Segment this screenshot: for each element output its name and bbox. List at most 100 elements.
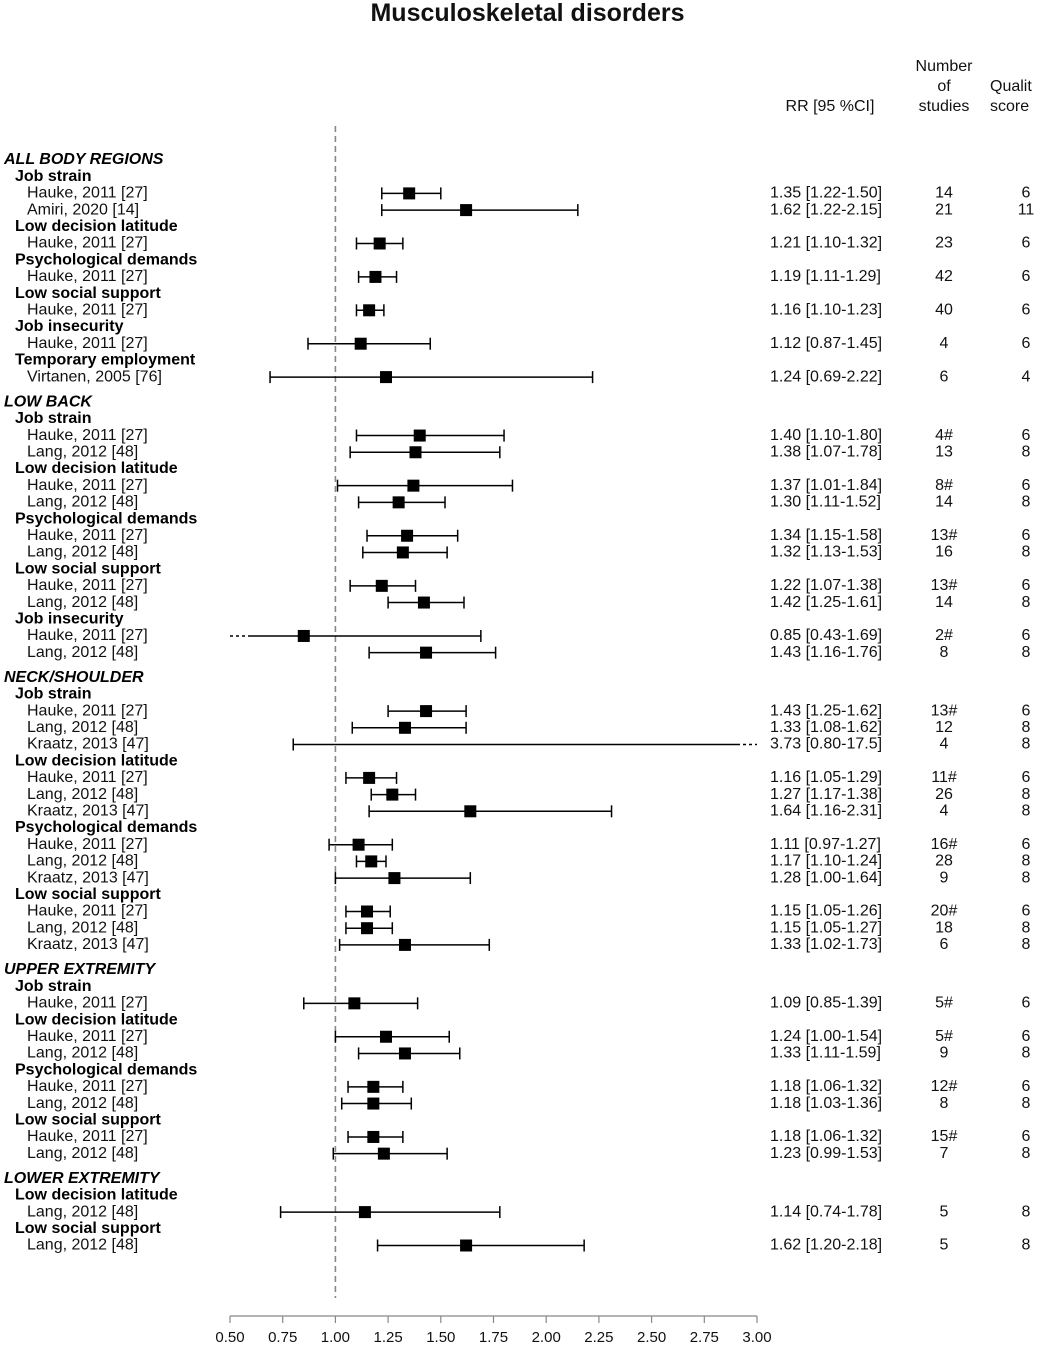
- study-label: Kraatz, 2013 [47]: [27, 803, 149, 820]
- rr-point: [464, 805, 477, 818]
- rr-point: [352, 838, 365, 851]
- group-label: Temporary employment: [15, 352, 196, 369]
- rr-point: [375, 579, 388, 592]
- rr-ci-value: 1.62 [1.22-2.15]: [770, 201, 882, 218]
- group-label: Low social support: [15, 285, 161, 302]
- study-label: Hauke, 2011 [27]: [27, 427, 148, 444]
- study-label: Lang, 2012 [48]: [27, 719, 138, 736]
- rr-point: [367, 1080, 380, 1093]
- rr-ci-value: 1.14 [0.74-1.78]: [770, 1203, 882, 1220]
- study-label: Kraatz, 2013 [47]: [27, 736, 149, 753]
- quality-score: 6: [1022, 1028, 1031, 1045]
- group-label: Low decision latitude: [15, 218, 178, 235]
- rr-point: [409, 446, 422, 459]
- rr-ci-value: 1.33 [1.08-1.62]: [770, 719, 882, 736]
- study-label: Hauke, 2011 [27]: [27, 1128, 148, 1145]
- quality-score: 6: [1022, 836, 1031, 853]
- study-label: Kraatz, 2013 [47]: [27, 869, 149, 886]
- rr-ci-value: 1.18 [1.06-1.32]: [770, 1128, 882, 1145]
- x-tick-label: 1.00: [321, 1329, 350, 1346]
- study-count: 23: [935, 235, 953, 252]
- rr-point: [367, 1130, 380, 1143]
- study-count: 7: [940, 1145, 949, 1162]
- rr-point: [363, 771, 376, 784]
- study-count: 42: [935, 268, 953, 285]
- study-count: 13#: [931, 527, 958, 544]
- rr-ci-value: 1.30 [1.11-1.52]: [770, 494, 881, 511]
- group-label: Low decision latitude: [15, 1011, 178, 1028]
- rr-point: [420, 646, 433, 659]
- quality-score: 8: [1022, 494, 1031, 511]
- study-label: Hauke, 2011 [27]: [27, 302, 148, 319]
- rr-point: [379, 371, 392, 384]
- quality-score: 8: [1022, 443, 1031, 460]
- rr-ci-value: 1.42 [1.25-1.61]: [770, 594, 882, 611]
- x-tick-label: 0.50: [215, 1329, 244, 1346]
- study-count: 4: [940, 803, 949, 820]
- rr-point: [377, 1147, 390, 1160]
- quality-score: 8: [1022, 853, 1031, 870]
- rr-point: [365, 855, 378, 868]
- rr-point: [398, 721, 411, 734]
- study-count: 8: [940, 644, 949, 661]
- x-tick-label: 0.75: [268, 1329, 297, 1346]
- section-label: LOW BACK: [4, 393, 93, 410]
- x-tick-label: 1.25: [373, 1329, 402, 1346]
- rr-ci-value: 1.24 [1.00-1.54]: [770, 1028, 882, 1045]
- rr-ci-value: 1.16 [1.10-1.23]: [770, 302, 882, 319]
- quality-score: 8: [1022, 1237, 1031, 1254]
- studies-header-line: Number: [915, 58, 973, 75]
- rr-point: [386, 788, 399, 801]
- rr-ci-value: 1.12 [0.87-1.45]: [770, 335, 882, 352]
- group-label: Psychological demands: [15, 510, 197, 527]
- study-label: Lang, 2012 [48]: [27, 1203, 138, 1220]
- study-count: 9: [940, 869, 949, 886]
- quality-score: 8: [1022, 644, 1031, 661]
- study-label: Hauke, 2011 [27]: [27, 702, 148, 719]
- study-label: Hauke, 2011 [27]: [27, 235, 148, 252]
- rr-ci-value: 1.35 [1.22-1.50]: [770, 185, 882, 202]
- group-label: Job strain: [15, 686, 91, 703]
- study-label: Hauke, 2011 [27]: [27, 185, 148, 202]
- quality-score: 11: [1018, 201, 1035, 218]
- quality-score: 8: [1022, 1203, 1031, 1220]
- rr-point: [379, 1030, 392, 1043]
- quality-score: 8: [1022, 786, 1031, 803]
- study-count: 4#: [935, 427, 953, 444]
- quality-score: 6: [1022, 577, 1031, 594]
- quality-score: 6: [1022, 702, 1031, 719]
- quality-score: 6: [1022, 995, 1031, 1012]
- quality-score: 6: [1022, 1128, 1031, 1145]
- study-label: Virtanen, 2005 [76]: [27, 368, 162, 385]
- study-label: Lang, 2012 [48]: [27, 494, 138, 511]
- studies-column-header: Number of studies: [904, 57, 984, 117]
- group-label: Job strain: [15, 978, 91, 995]
- quality-score: 6: [1022, 527, 1031, 544]
- quality-score: 8: [1022, 919, 1031, 936]
- study-count: 14: [935, 185, 953, 202]
- quality-score: 6: [1022, 335, 1031, 352]
- group-label: Job insecurity: [15, 318, 124, 335]
- rr-point: [420, 705, 433, 718]
- group-label: Low decision latitude: [15, 1187, 178, 1204]
- rr-point: [369, 270, 382, 283]
- quality-score: 6: [1022, 302, 1031, 319]
- group-label: Psychological demands: [15, 251, 197, 268]
- rr-point: [388, 872, 401, 885]
- group-label: Psychological demands: [15, 819, 197, 836]
- section-label: ALL BODY REGIONS: [3, 151, 164, 168]
- rr-point: [396, 546, 409, 559]
- study-label: Hauke, 2011 [27]: [27, 903, 148, 920]
- rr-point: [367, 1097, 380, 1110]
- rr-ci-value: 1.38 [1.07-1.78]: [770, 443, 882, 460]
- quality-score: 8: [1022, 1045, 1031, 1062]
- study-count: 13#: [931, 577, 958, 594]
- study-count: 20#: [931, 903, 958, 920]
- study-label: Amiri, 2020 [14]: [27, 201, 139, 218]
- quality-score: 8: [1022, 719, 1031, 736]
- x-tick-label: 1.50: [426, 1329, 455, 1346]
- study-count: 5#: [935, 995, 953, 1012]
- quality-score: 6: [1022, 235, 1031, 252]
- study-label: Hauke, 2011 [27]: [27, 1078, 148, 1095]
